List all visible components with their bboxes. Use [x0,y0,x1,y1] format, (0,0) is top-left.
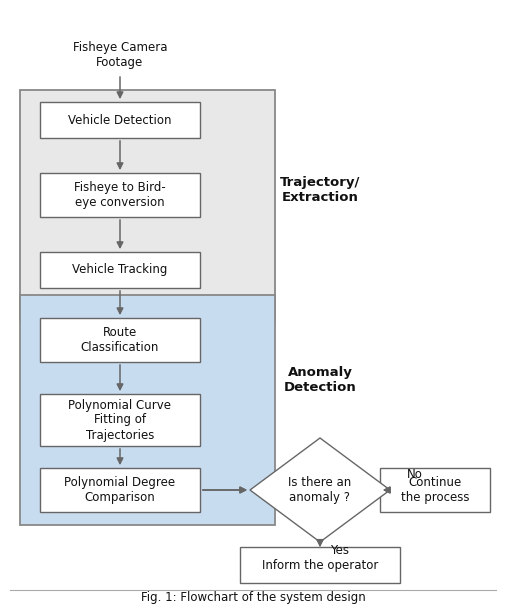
Text: Is there an
anomaly ?: Is there an anomaly ? [288,476,351,504]
Text: Trajectory/
Extraction: Trajectory/ Extraction [279,176,360,204]
Text: Anomaly
Detection: Anomaly Detection [283,366,356,394]
Text: Fisheye Camera
Footage: Fisheye Camera Footage [73,41,167,69]
FancyBboxPatch shape [20,90,274,320]
FancyBboxPatch shape [40,173,199,217]
Text: Route
Classification: Route Classification [81,326,159,354]
Text: Continue
the process: Continue the process [400,476,468,504]
FancyBboxPatch shape [379,468,489,512]
FancyBboxPatch shape [40,468,199,512]
Text: Fisheye to Bird-
eye conversion: Fisheye to Bird- eye conversion [74,181,166,209]
Text: Vehicle Tracking: Vehicle Tracking [72,264,167,277]
Polygon shape [249,438,389,542]
Text: Fig. 1: Flowchart of the system design: Fig. 1: Flowchart of the system design [140,592,365,605]
FancyBboxPatch shape [239,547,399,583]
Text: Polynomial Degree
Comparison: Polynomial Degree Comparison [64,476,175,504]
FancyBboxPatch shape [40,252,199,288]
FancyBboxPatch shape [40,318,199,362]
Text: Yes: Yes [330,543,349,556]
FancyBboxPatch shape [20,295,274,525]
FancyBboxPatch shape [40,394,199,446]
FancyBboxPatch shape [40,102,199,138]
Text: Polynomial Curve
Fitting of
Trajectories: Polynomial Curve Fitting of Trajectories [68,398,171,441]
Text: Inform the operator: Inform the operator [261,559,377,572]
Text: No: No [406,469,422,482]
Text: Vehicle Detection: Vehicle Detection [68,113,171,127]
